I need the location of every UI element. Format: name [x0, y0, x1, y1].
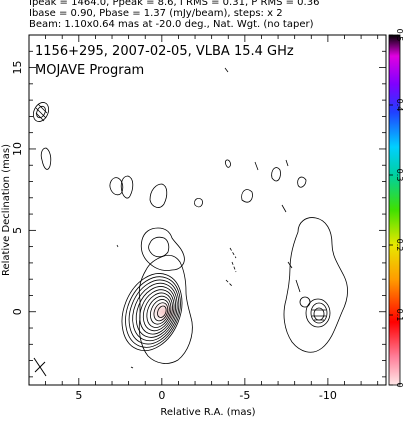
header-line-1: Ipeak = 1464.0, Ppeak = 8.6, I RMS = 0.3… [29, 0, 320, 8]
x-axis-label: Relative R.A. (mas) [160, 407, 255, 418]
x-axis-ticks: 5 0 -5 -10 [28, 35, 379, 402]
jet-contour-6 [40, 147, 52, 170]
colorbar-tick-label: 0.2 [395, 239, 404, 252]
contour-panel-intensity [32, 67, 259, 369]
pol-inner-contour [287, 261, 301, 293]
core-contour-level [139, 289, 175, 335]
pol-core-contour-1 [305, 298, 331, 328]
jet-contour-9 [241, 189, 253, 203]
jet-contour-3 [109, 177, 124, 196]
core-contour-level [153, 302, 169, 322]
colorbar-tick-label: 0 [395, 382, 404, 387]
jet-contour-8 [225, 159, 231, 168]
outer-component-inner-contour [36, 105, 46, 119]
y-tick-label: 10 [11, 142, 24, 156]
y-tick-label: 15 [11, 61, 24, 75]
jet-outer-contour [138, 254, 193, 364]
beam-marker [33, 357, 47, 377]
core-contour-level [142, 292, 173, 332]
x-tick-label: -10 [319, 389, 337, 402]
jet-contour-4 [120, 175, 134, 199]
negative-contour [225, 247, 237, 287]
contour-panel-polarization [271, 159, 348, 353]
core-contour-level [132, 282, 178, 342]
header-line-3: Beam: 1.10x0.64 mas at -20.0 deg., Nat. … [29, 19, 314, 30]
jet-knot-contour-1 [140, 227, 185, 271]
pol-jet-contour-1 [271, 167, 281, 182]
y-tick-label: 5 [11, 227, 24, 234]
x-tick-label: -5 [239, 389, 250, 402]
core-contour-level [121, 273, 183, 352]
chart-subtitle: MOJAVE Program [35, 63, 144, 78]
chart-title: 1156+295, 2007-02-05, VLBA 15.4 GHz [35, 44, 294, 59]
small-contour-c [116, 244, 119, 248]
plot-frame [28, 34, 387, 386]
outer-component-contour [32, 102, 50, 122]
core-contour-level [146, 295, 172, 328]
x-tick-label: 5 [75, 389, 82, 402]
jet-contour-7 [194, 197, 203, 208]
colorbar-tick-label: 0.5 [395, 29, 404, 42]
colorbar-tick-label: 0.4 [395, 99, 404, 112]
header-line-2: Ibase = 0.90, Pbase = 1.37 (mJy/beam), s… [29, 8, 283, 19]
core-contour-level [150, 299, 170, 325]
y-axis-label: Relative Declination (mas) [1, 144, 12, 276]
colorbar-tick-label: 0.1 [395, 309, 404, 322]
colorbar [388, 34, 401, 386]
beam-minor-axis [34, 361, 46, 373]
pol-jet-contour-3 [297, 176, 307, 188]
pol-jet-contour-4 [285, 159, 289, 167]
small-contour-b [130, 366, 134, 369]
colorbar-ticks: 0 0.1 0.2 0.3 0.4 0.5 [389, 29, 404, 388]
core-contour-level [157, 305, 167, 318]
core-contours [121, 273, 183, 352]
pol-core-hatch [312, 309, 326, 321]
jet-knot-contour-2 [148, 236, 170, 258]
pol-outer-contour [283, 217, 348, 353]
y-tick-label: 0 [11, 308, 24, 315]
core-contour-level [125, 276, 181, 348]
outer-component-hatch [35, 103, 48, 122]
pol-core-contour-2 [310, 302, 328, 324]
jet-contour-5 [149, 183, 168, 208]
x-tick-label: 0 [158, 389, 165, 402]
core-contour-level [135, 286, 177, 338]
colorbar-tick-label: 0.3 [395, 169, 404, 182]
pol-jet-contour-2 [281, 204, 287, 213]
y-axis-ticks: 0 5 10 15 [11, 34, 386, 378]
small-contour-d [254, 161, 259, 171]
pol-component-contour [299, 296, 311, 308]
small-contour-a [224, 67, 229, 73]
